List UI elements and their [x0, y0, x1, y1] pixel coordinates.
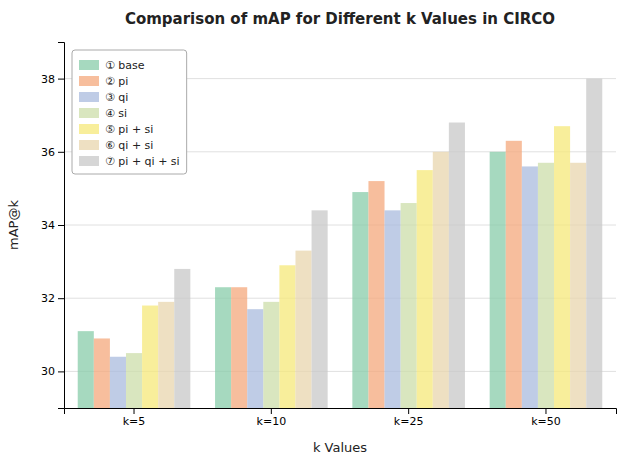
legend-label: ⑦ pi + qi + si — [105, 155, 180, 168]
bar — [417, 170, 433, 408]
bar — [449, 123, 465, 408]
bar — [368, 181, 384, 408]
bar-series — [126, 163, 554, 408]
legend-item: ② pi — [79, 75, 128, 88]
bar — [538, 163, 554, 408]
x-axis-title: k Values — [313, 440, 367, 455]
bar — [570, 163, 586, 408]
y-tick-mark — [58, 152, 64, 153]
bar — [78, 331, 94, 408]
legend-label: ① base — [105, 59, 145, 72]
bar — [352, 192, 368, 408]
x-tick: k=25 — [394, 408, 424, 428]
bar-series — [158, 152, 586, 408]
bar — [94, 338, 110, 408]
bar — [279, 265, 295, 408]
x-tick-label: k=25 — [394, 415, 424, 428]
x-tick: k=5 — [123, 408, 146, 428]
bar — [506, 141, 522, 408]
legend-swatch — [79, 156, 99, 166]
y-tick-mark — [58, 298, 64, 299]
bar-series — [142, 126, 570, 408]
y-tick-mark — [58, 79, 64, 80]
y-tick: 34 — [41, 219, 64, 232]
plot-area: 30 32 34 36 38 k=5 k=10 k=25 k=50 ① base ② pi ③ qi ④… — [41, 43, 617, 466]
bar — [247, 309, 263, 408]
bar — [522, 166, 538, 408]
legend-item: ④ si — [79, 107, 127, 120]
x-tick-mark — [271, 408, 272, 414]
bar — [385, 210, 401, 408]
bar-series — [78, 152, 506, 408]
bar — [263, 302, 279, 408]
title: Comparison of mAP for Different k Values… — [125, 10, 555, 28]
legend-swatch — [79, 76, 99, 86]
legend-item: ① base — [79, 59, 145, 72]
y-tick-label: 34 — [41, 219, 55, 232]
legend-label: ⑥ qi + si — [105, 139, 153, 152]
x-tick-mark — [134, 408, 135, 414]
y-axis: 30 32 34 36 38 — [41, 43, 65, 409]
x-tick-mark — [408, 408, 409, 414]
x-tick-mark — [545, 408, 546, 414]
bar — [554, 126, 570, 408]
legend-swatch — [79, 60, 99, 70]
y-axis-title: mAP@k — [6, 200, 21, 250]
x-tick-label: k=5 — [123, 415, 146, 428]
chart-svg: 30 32 34 36 38 k=5 k=10 k=25 k=50 ① base ② pi ③ qi ④… — [0, 0, 636, 466]
bar — [110, 357, 126, 408]
y-tick: 32 — [41, 292, 64, 305]
legend-item: ③ qi — [79, 91, 128, 104]
y-tick-label: 30 — [41, 365, 55, 378]
bar — [295, 251, 311, 408]
legend-label: ③ qi — [105, 91, 128, 104]
bar-series — [174, 79, 602, 408]
legend-item: ⑤ pi + si — [79, 123, 153, 136]
x-tick-label: k=10 — [257, 415, 287, 428]
bar — [312, 210, 328, 408]
legend-label: ② pi — [105, 75, 128, 88]
bar — [401, 203, 417, 408]
legend-swatch — [79, 140, 99, 150]
y-tick-label: 38 — [41, 73, 55, 86]
bar — [215, 287, 231, 408]
y-tick: 36 — [41, 146, 64, 159]
legend-swatch — [79, 124, 99, 134]
bar — [586, 79, 602, 408]
x-axis-line — [65, 409, 617, 415]
legend-label: ④ si — [105, 107, 127, 120]
y-tick: 38 — [41, 73, 64, 86]
bar — [490, 152, 506, 408]
x-tick-label: k=50 — [531, 415, 561, 428]
x-tick: k=50 — [531, 408, 561, 428]
bar — [126, 353, 142, 408]
y-tick: 30 — [41, 365, 64, 378]
y-tick-mark — [58, 371, 64, 372]
y-axis-line — [58, 43, 65, 409]
y-tick-mark — [58, 225, 64, 226]
legend-item: ⑦ pi + qi + si — [79, 155, 180, 168]
legend-item: ⑥ qi + si — [79, 139, 153, 152]
y-tick-label: 32 — [41, 292, 55, 305]
x-axis: k=5 k=10 k=25 k=50 — [65, 408, 617, 428]
legend-swatch — [79, 108, 99, 118]
x-tick: k=10 — [257, 408, 287, 428]
legend-box — [72, 50, 187, 174]
chart-container: 30 32 34 36 38 k=5 k=10 k=25 k=50 ① base ② pi ③ qi ④… — [0, 0, 636, 466]
y-tick-label: 36 — [41, 146, 55, 159]
bar — [231, 287, 247, 408]
bar — [174, 269, 190, 408]
bar — [433, 152, 449, 408]
bar — [142, 306, 158, 408]
legend-swatch — [79, 92, 99, 102]
bar-series — [110, 166, 538, 408]
legend-label: ⑤ pi + si — [105, 123, 153, 136]
bar — [158, 302, 174, 408]
legend: ① base ② pi ③ qi ④ si ⑤ pi + si ⑥ qi + si ⑦ pi… — [72, 50, 187, 174]
